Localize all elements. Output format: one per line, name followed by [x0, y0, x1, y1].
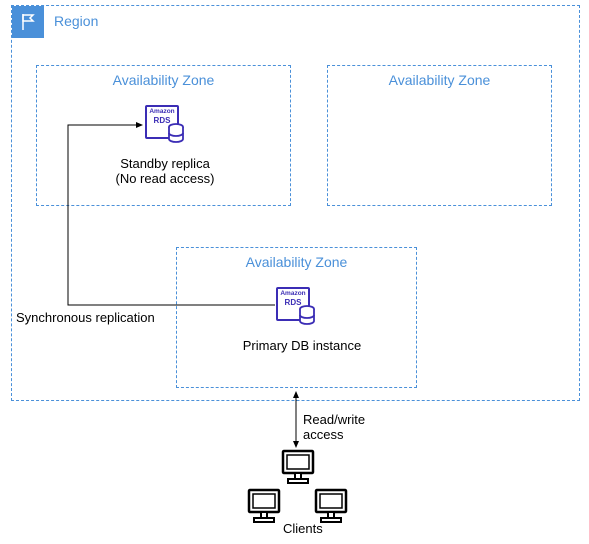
region-label: Region: [54, 13, 98, 29]
availability-zone-1-label: Availability Zone: [37, 72, 290, 88]
client-computer-icon: [244, 487, 284, 530]
rds-standby-icon: AmazonRDS: [145, 105, 179, 139]
rds-primary-icon: AmazonRDS: [276, 287, 310, 321]
primary-db-caption: Primary DB instance: [232, 338, 372, 353]
primary-db-caption-text: Primary DB instance: [243, 338, 361, 353]
standby-caption-line2: (No read access): [116, 171, 215, 186]
sync-replication-label: Synchronous replication: [16, 310, 155, 325]
clients-label: Clients: [283, 521, 323, 536]
availability-zone-3-label: Availability Zone: [177, 254, 416, 270]
rw-label-line2: access: [303, 427, 343, 442]
client-computer-icon: [278, 448, 318, 491]
read-write-label: Read/write access: [303, 412, 365, 442]
availability-zone-2-label: Availability Zone: [328, 72, 551, 88]
rw-label-line1: Read/write: [303, 412, 365, 427]
availability-zone-2: Availability Zone: [327, 65, 552, 206]
standby-caption-line1: Standby replica: [120, 156, 210, 171]
region-flag-icon: [12, 6, 44, 38]
standby-replica-caption: Standby replica (No read access): [100, 156, 230, 186]
